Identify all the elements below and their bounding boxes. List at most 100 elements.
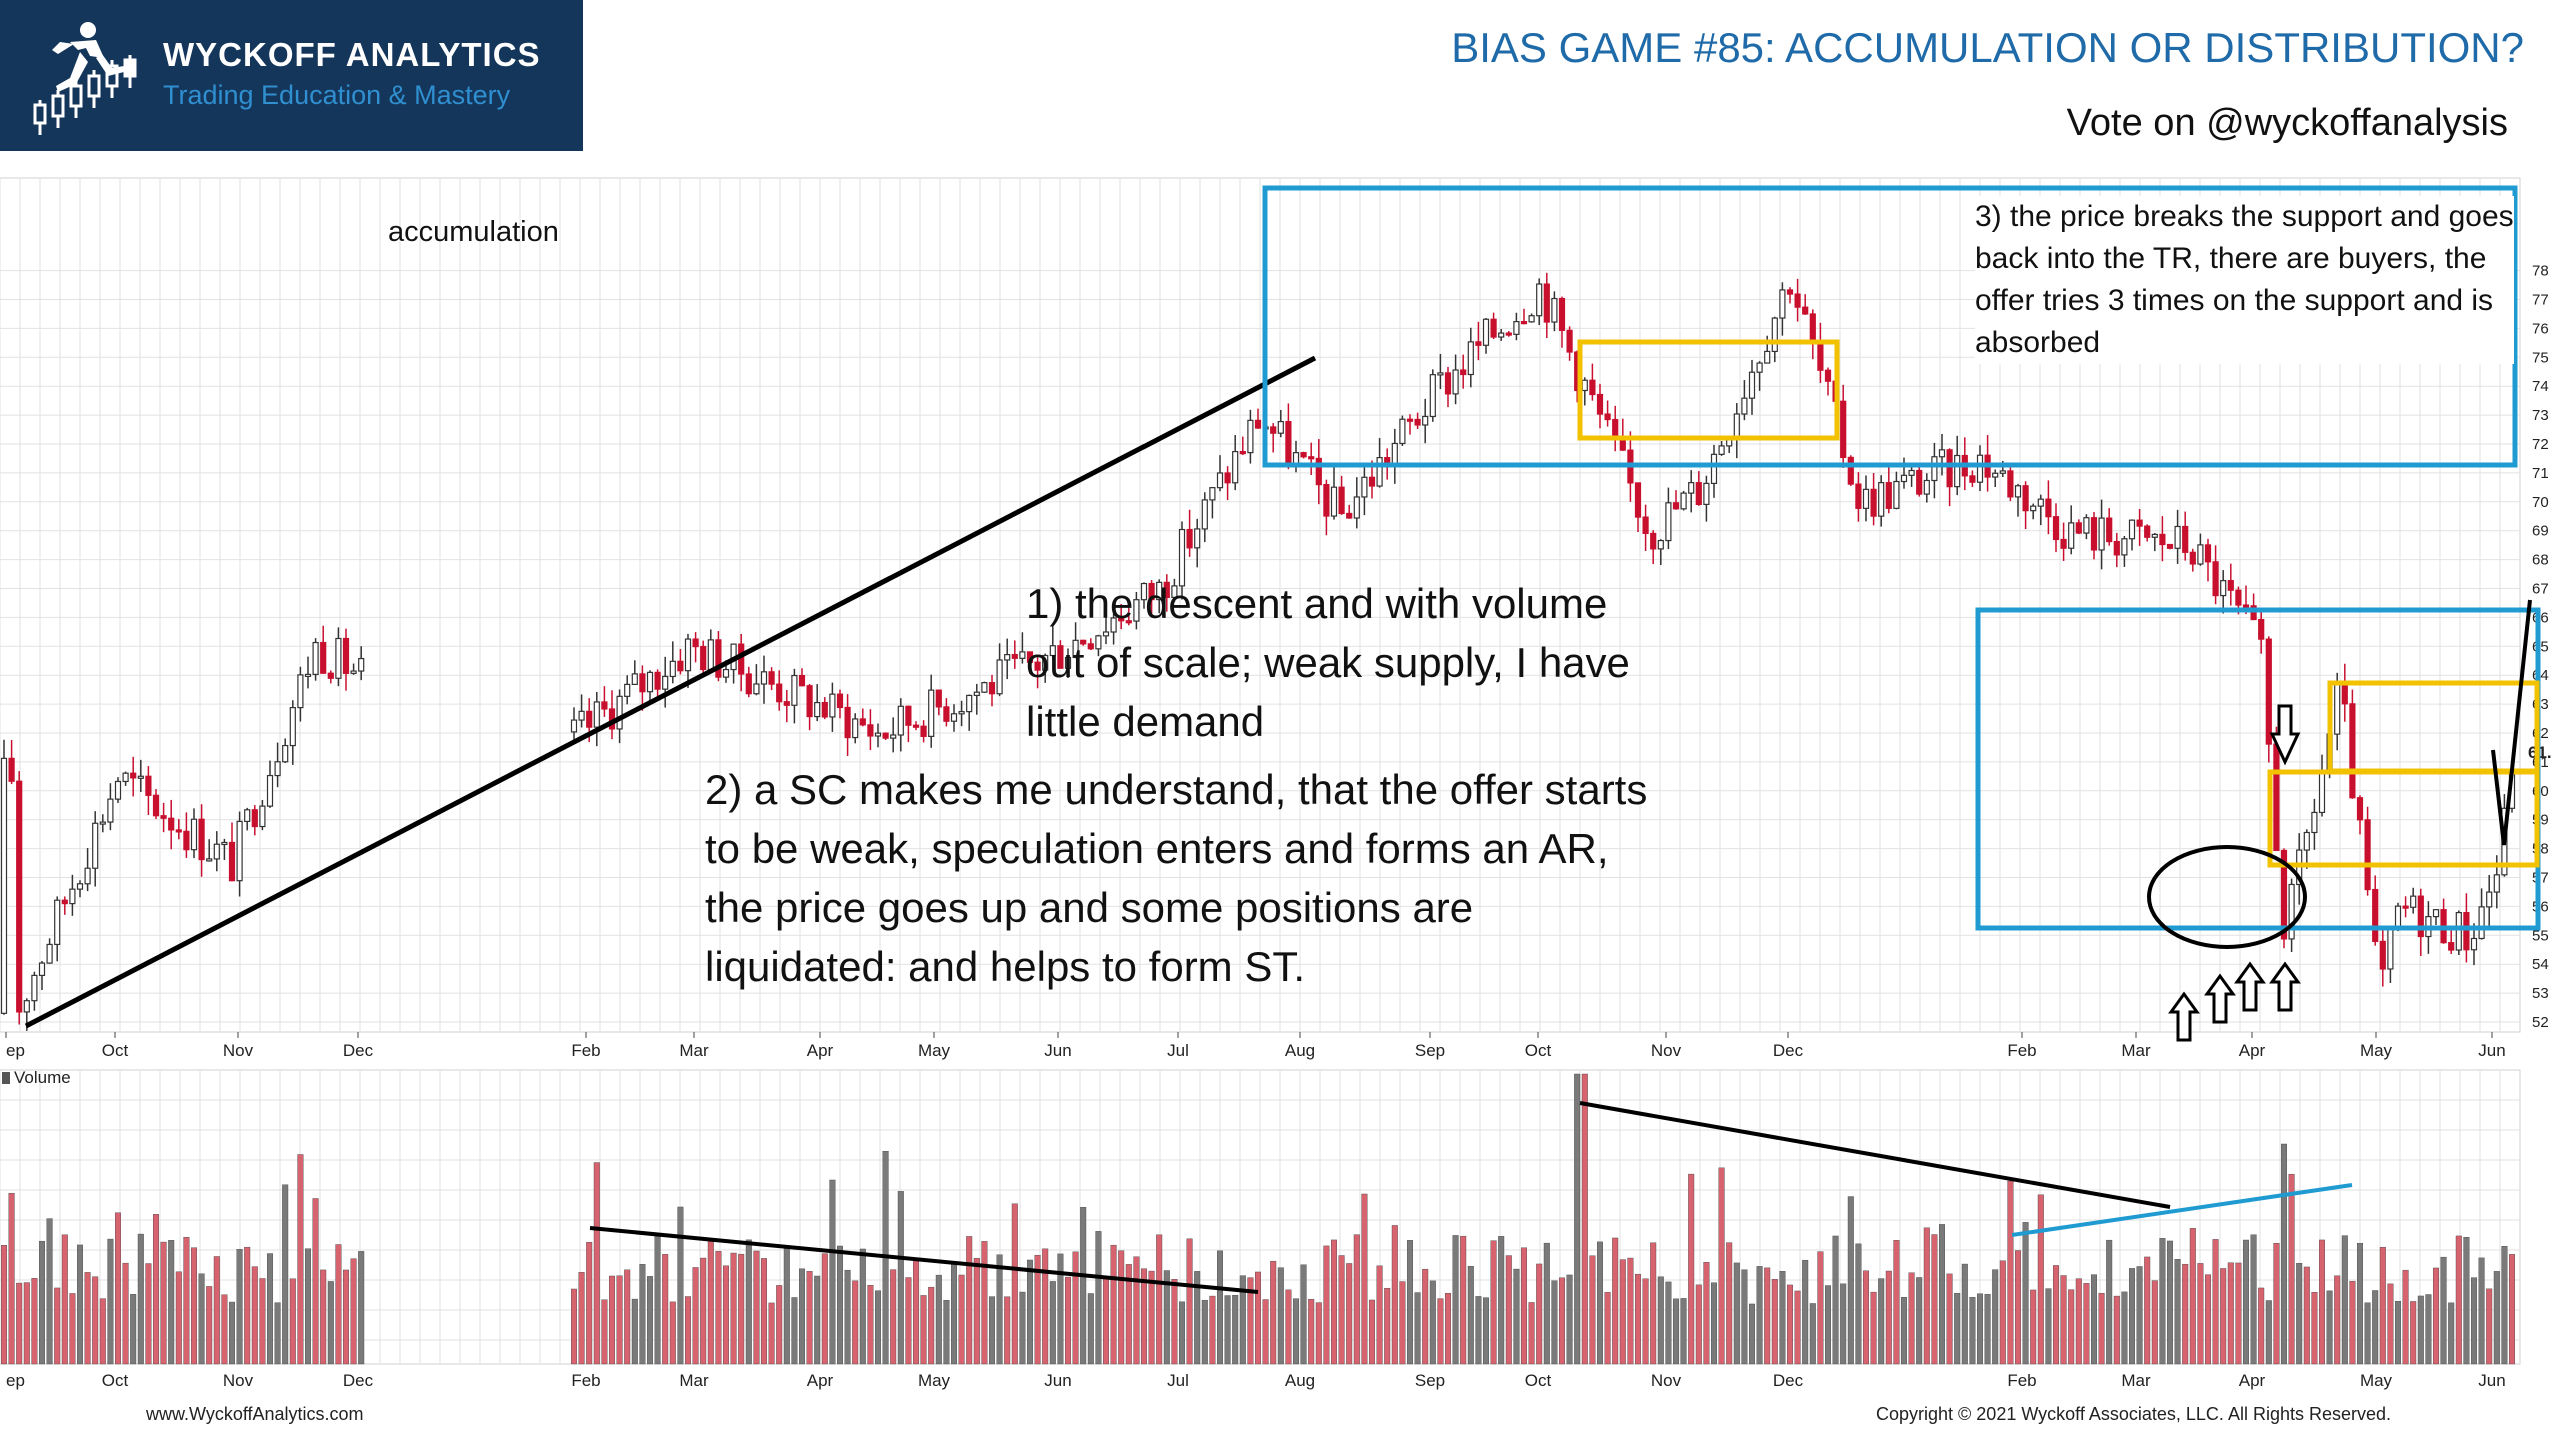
x-tick-label: ep [6,1041,25,1060]
candle-body [1604,413,1611,421]
volume-trend-line [1579,1101,2171,1209]
volume-bar [2349,1280,2356,1365]
candle-body [2128,519,2136,540]
volume-bar [2379,1247,2386,1365]
candle-body [1733,413,1740,440]
volume-bar [152,1214,159,1365]
volume-bar [1840,1283,1847,1365]
candle-body [137,775,144,779]
candle-body [1072,639,1079,659]
volume-bar [897,1191,904,1365]
volume-bar [1520,1247,1527,1365]
y-tick-label: 71 [2532,465,2549,482]
candle-body [2341,682,2348,705]
volume-bar [8,1193,15,1365]
volume-bar [1429,1280,1436,1365]
candle-body [38,962,46,977]
candle-body [160,815,167,819]
volume-bar [2030,1289,2037,1365]
candle-body [1452,369,1459,395]
y-tick-label: 69 [2532,523,2549,540]
candle-body [2197,544,2204,565]
volume-bar [2303,1266,2310,1365]
candle-body [1034,661,1041,671]
candle-body [844,706,851,739]
candle-body [282,744,289,763]
candle-body [1878,482,1885,517]
volume-bar [2334,1275,2341,1365]
volume-bar [1604,1292,1611,1365]
candle-body [1026,651,1034,663]
volume-bar [289,1278,296,1365]
candle-body [2235,589,2242,606]
x-tick-label: Nov [1651,1371,1682,1390]
candle-body [69,888,76,905]
volume-bar [1634,1273,1641,1365]
volume-bar [1467,1265,1474,1365]
candle-body [1323,484,1330,517]
volume-bar [1748,1303,1755,1365]
candle-body [1976,454,1984,483]
candle-body [874,732,882,737]
candle-body [1650,532,1657,550]
volume-bar [1368,1299,1375,1365]
candle-body [1840,400,1847,459]
volume-bar [601,1299,608,1365]
volume-bar [1862,1270,1869,1365]
candle-body [1406,418,1414,422]
candle-body [798,674,806,687]
candle-body [1748,371,1756,399]
volume-bar [920,1295,927,1365]
volume-bar [1,1245,7,1365]
candle-body [1505,332,1512,336]
candle-body [1049,645,1056,657]
candle-body [2174,525,2181,549]
volume-bar [1292,1298,1299,1365]
volume-bar [1376,1265,1383,1365]
volume-bar [1779,1271,1786,1365]
x-tick-label: Jun [2478,1041,2505,1060]
volume-bar [1878,1278,1885,1365]
candle-body [2166,543,2174,549]
candle-body [1156,581,1163,601]
volume-bar [16,1282,23,1365]
x-tick-label: Oct [102,1041,129,1060]
candle-body [662,675,669,690]
x-tick-label: Mar [679,1041,709,1060]
candle-body [1764,350,1771,364]
x-tick-label: Mar [679,1371,709,1390]
volume-bar [2311,1292,2318,1365]
x-tick-label: May [2360,1371,2393,1390]
x-tick-label: ep [6,1371,25,1390]
volume-bar [2083,1283,2090,1365]
candle-body [1642,516,1649,535]
candle-body [2258,618,2265,640]
candle-body [1270,426,1277,434]
candle-body [1999,470,2006,474]
candle-body [228,841,236,882]
candle-body [1194,528,1201,549]
logo-banner: WYCKOFF ANALYTICS Trading Education & Ma… [0,0,583,151]
volume-bar [913,1258,920,1365]
candle-body [1315,457,1322,486]
volume-bar [1855,1243,1862,1365]
x-tick-label: May [918,1371,951,1390]
candle-body [1847,456,1854,485]
volume-bar [2204,1274,2211,1365]
volume-bar [1703,1262,1710,1365]
y-tick-label: 73 [2532,407,2549,424]
x-tick-label: Dec [343,1371,374,1390]
candle-body [8,757,15,782]
candle-body [266,774,274,807]
logo-title: WYCKOFF ANALYTICS [163,36,541,73]
candle-body [1885,482,1892,509]
volume-bar [251,1266,258,1365]
volume-bar [2417,1295,2424,1365]
volume-bar [745,1239,752,1365]
volume-bar [1505,1255,1512,1365]
volume-bar [1315,1302,1322,1365]
candle-body [821,701,828,718]
volume-bar [1422,1268,1429,1365]
volume-bar [654,1235,661,1365]
x-tick-label: Feb [571,1041,600,1060]
